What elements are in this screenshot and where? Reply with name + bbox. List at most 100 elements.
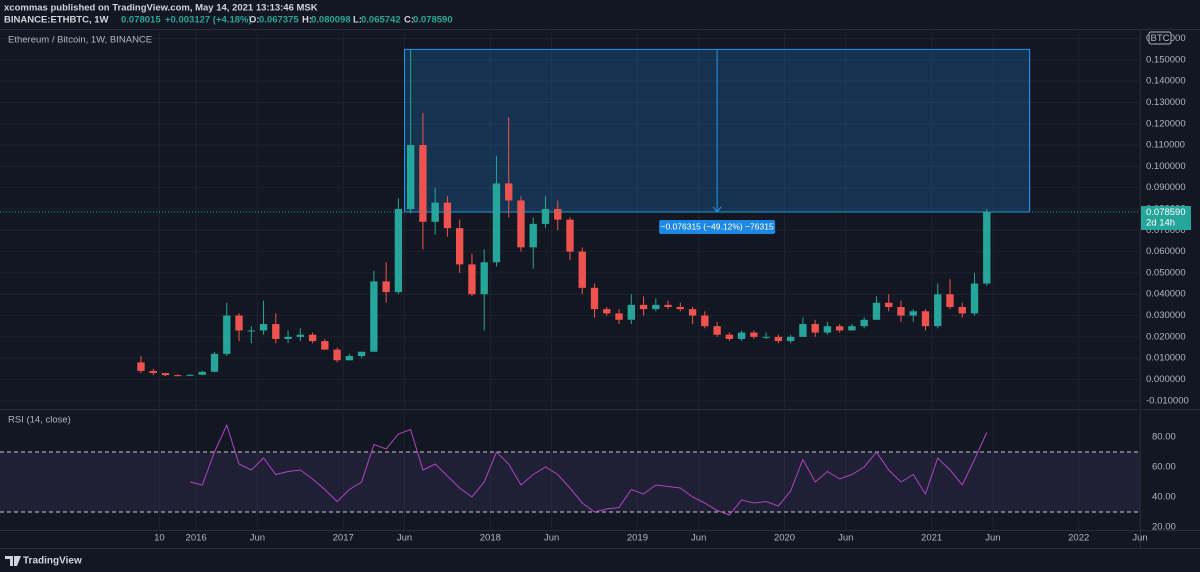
x-tick-label: 2018 — [480, 533, 501, 544]
currency: BTC — [1151, 33, 1170, 44]
chart-title: Ethereum / Bitcoin, 1W, BINANCE — [8, 35, 152, 46]
candle-body — [456, 228, 464, 265]
candle-body — [737, 332, 746, 339]
currency-badge — [1148, 31, 1172, 45]
candle-body — [958, 307, 966, 314]
candle-body — [137, 362, 145, 371]
candle-body — [210, 353, 219, 372]
y-tick-label: 0.110000 — [1146, 140, 1185, 151]
measure-label: −0.076315 (−49.12%) −76315 — [660, 222, 773, 232]
candle-body — [860, 319, 868, 327]
candle-body — [357, 351, 366, 357]
candle-body — [786, 336, 795, 342]
measure-label-box — [659, 219, 776, 234]
y-tick-label: 0.140000 — [1146, 76, 1186, 87]
candle-body — [615, 313, 623, 320]
x-tick-label: 2019 — [627, 533, 648, 544]
y-tick-label: 0.000000 — [1146, 374, 1186, 385]
y-tick-label: 0.150000 — [1146, 54, 1186, 65]
x-tick-label: Jun — [250, 533, 265, 544]
candle-body — [541, 208, 550, 224]
candle-body — [921, 311, 930, 327]
candle-body — [872, 302, 881, 320]
candle-body — [333, 349, 341, 361]
candle-body — [603, 309, 611, 314]
change: +0.003127 (+4.18%) — [165, 15, 252, 26]
last: 0.078015 — [121, 15, 161, 26]
candle-body — [750, 332, 758, 337]
y-tick-label: 20.00 — [1152, 522, 1176, 533]
y-tick-label: -0.010000 — [1146, 395, 1189, 406]
y-tick-label: 0.090000 — [1146, 182, 1186, 193]
l-label: L: — [353, 15, 362, 26]
candle-body — [370, 281, 378, 352]
x-tick-label: 2020 — [774, 533, 795, 544]
logo[interactable] — [5, 556, 21, 566]
last-price-badge — [1141, 205, 1191, 230]
candle-body — [149, 370, 157, 374]
y-tick-label: 0.030000 — [1146, 310, 1186, 321]
candle-body — [517, 200, 525, 248]
o-label: O: — [249, 15, 260, 26]
candle-body — [296, 334, 304, 337]
candle-body — [443, 202, 452, 229]
publisher: xcommas published on TradingView.com, Ma… — [4, 3, 318, 14]
candle-body — [688, 309, 697, 316]
x-tick-label: 2022 — [1068, 533, 1089, 544]
x-tick-label: 2017 — [333, 533, 354, 544]
candle-body — [639, 304, 648, 310]
candle-body — [186, 374, 194, 376]
countdown: 2d 14h — [1146, 218, 1175, 229]
y-tick-label: 60.00 — [1152, 462, 1176, 473]
chart-title: RSI (14, close) — [8, 415, 71, 426]
x-tick-label: 2021 — [921, 533, 942, 544]
candle-body — [554, 208, 562, 220]
y-tick-label: 0.050000 — [1146, 267, 1186, 278]
x-tick-label: Jun — [1132, 533, 1147, 544]
candle-body — [566, 219, 574, 252]
plot — [0, 30, 1141, 530]
candle-body — [811, 324, 819, 333]
candle-body — [198, 371, 206, 375]
symbol: BINANCE:ETHBTC, 1W — [4, 15, 109, 26]
candle-body — [664, 304, 672, 308]
candle-body — [799, 324, 807, 337]
y-tick-label: 40.00 — [1152, 492, 1176, 503]
candle-body — [284, 336, 292, 339]
y-tick-label: 0.070000 — [1146, 225, 1186, 236]
y-tick-label: 0.010000 — [1146, 353, 1186, 364]
header: xcommas published on TradingView.com, Ma… — [4, 3, 453, 26]
c-label: C: — [404, 15, 414, 26]
candle-body — [762, 336, 770, 338]
y-tick-label: 0.040000 — [1146, 289, 1186, 300]
candle-body — [419, 145, 427, 222]
candle-body — [983, 211, 991, 284]
candle-body — [701, 315, 709, 327]
h-label: H: — [302, 15, 312, 26]
candle-body — [823, 326, 832, 333]
candle-body — [529, 223, 537, 248]
candle-body — [308, 334, 317, 342]
x-tick-label: 2016 — [186, 533, 207, 544]
x-tick-label: 10 — [154, 533, 165, 544]
candle-body — [836, 326, 844, 331]
candle-body — [174, 375, 182, 377]
high: 0.080098 — [311, 15, 351, 26]
last-price-label: 0.078590 — [1146, 207, 1186, 218]
candle-body — [272, 324, 280, 339]
y-tick-label: 0.100000 — [1146, 161, 1186, 172]
brand[interactable]: TradingView — [23, 556, 82, 567]
candle-body — [321, 341, 329, 350]
x-tick-label: Jun — [838, 533, 853, 544]
x-tick-label: Jun — [691, 533, 706, 544]
footer: TradingView — [5, 556, 82, 567]
close: 0.078590 — [413, 15, 453, 26]
candle-body — [235, 315, 243, 331]
candle-body — [247, 330, 255, 332]
candle-body — [480, 262, 488, 295]
y-tick-label: 0.130000 — [1146, 97, 1186, 108]
candle-body — [161, 373, 170, 376]
candle-body — [934, 294, 942, 327]
